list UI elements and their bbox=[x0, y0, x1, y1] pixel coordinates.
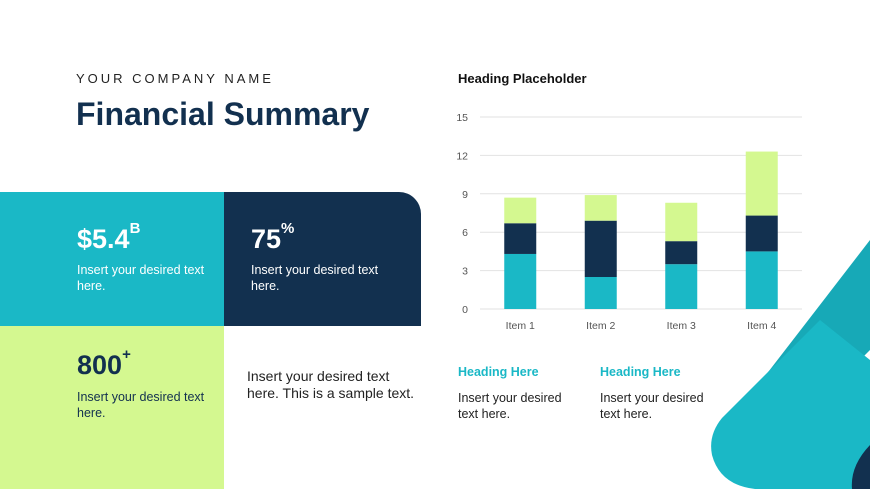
stat-tile-count: 800+ Insert your desired text here. bbox=[0, 326, 224, 489]
bar-segment bbox=[584, 277, 617, 309]
bar-segment bbox=[504, 197, 537, 224]
stat-suffix: B bbox=[129, 220, 141, 237]
stat-number: $5.4 bbox=[77, 224, 130, 254]
stripe-bottom bbox=[851, 445, 870, 489]
stat-description: Insert your desired text here. bbox=[77, 390, 205, 420]
company-name: YOUR COMPANY NAME bbox=[76, 71, 274, 86]
text-tile: Insert your desired text here. This is a… bbox=[224, 326, 434, 489]
y-tick-label: 6 bbox=[462, 227, 468, 239]
stripe-middle bbox=[711, 320, 870, 489]
subsection-text-2: Insert your desired text here. bbox=[600, 391, 704, 421]
y-tick-label: 0 bbox=[462, 304, 468, 316]
chart-heading: Heading Placeholder bbox=[458, 71, 587, 86]
stat-number: 75 bbox=[251, 224, 282, 254]
bar-segment bbox=[665, 202, 698, 242]
bar-segment bbox=[504, 253, 537, 309]
stat-suffix: + bbox=[122, 346, 131, 363]
y-tick-label: 15 bbox=[456, 112, 468, 124]
stat-number: 800 bbox=[77, 350, 123, 380]
stat-value: $5.4B bbox=[77, 220, 140, 255]
x-tick-label: Item 2 bbox=[586, 320, 615, 332]
stat-suffix: % bbox=[281, 220, 295, 237]
bar-segment bbox=[584, 195, 617, 221]
y-tick-label: 9 bbox=[462, 189, 468, 201]
y-tick-label: 12 bbox=[456, 150, 468, 162]
bar-segment bbox=[745, 151, 778, 216]
bar-segment bbox=[665, 241, 698, 265]
stacked-bar-chart: 0 3 6 9 12 15 Item 1 Item 2 Item 3 Item 4 bbox=[456, 112, 802, 332]
bar-segment bbox=[504, 223, 537, 254]
stat-tile-revenue: $5.4B Insert your desired text here. bbox=[0, 192, 224, 326]
y-tick-label: 3 bbox=[462, 266, 468, 278]
page-title: Financial Summary bbox=[76, 96, 370, 132]
bar-segment bbox=[665, 264, 698, 309]
subsection-heading-1: Heading Here bbox=[458, 365, 539, 379]
bar-segment bbox=[584, 220, 617, 277]
x-tick-label: Item 4 bbox=[747, 320, 776, 332]
bar-segment bbox=[745, 251, 778, 309]
subsection-heading-2: Heading Here bbox=[600, 365, 681, 379]
bar-segment bbox=[745, 215, 778, 252]
subsection-text-1: Insert your desired text here. bbox=[458, 391, 562, 421]
stat-description: Insert your desired text here. bbox=[77, 263, 205, 293]
sample-text: Insert your desired text here. This is a… bbox=[247, 368, 415, 401]
stat-value: 800+ bbox=[77, 346, 131, 381]
x-tick-label: Item 1 bbox=[506, 320, 535, 332]
decorative-stripes bbox=[711, 240, 870, 489]
stat-tile-percent: 75% Insert your desired text here. bbox=[224, 192, 421, 326]
stat-value: 75% bbox=[251, 220, 294, 255]
x-tick-label: Item 3 bbox=[667, 320, 696, 332]
stat-description: Insert your desired text here. bbox=[251, 263, 379, 293]
